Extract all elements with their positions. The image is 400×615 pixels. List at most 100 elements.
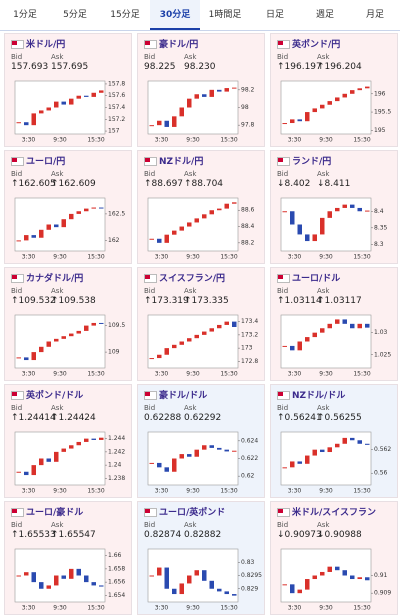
y-tick-label: 1.658 [108,565,125,572]
fx-card[interactable]: カナダドル/円 Bid Ask ↑109.532 ↑109.538 109.5 109 3:3… [4,267,132,381]
candle [69,568,74,579]
tab[interactable]: 日足 [265,10,284,20]
candle [209,328,214,332]
tab[interactable]: 週足 [315,10,334,20]
candle [31,235,36,238]
candle [327,211,332,218]
ask-label: Ask [184,521,197,529]
tab[interactable]: 月足 [365,10,384,20]
candle [209,445,214,448]
y-tick-label: 1.66 [108,552,122,559]
candle [365,323,370,328]
candle [179,226,184,231]
tab[interactable]: 5分足 [63,10,87,20]
candle [46,224,51,230]
candle [335,207,340,212]
candle [187,454,192,457]
flag-mark [145,275,150,279]
y-tick-label: 173.2 [241,331,258,338]
fx-card[interactable]: ランド/円 Bid Ask ↓8.402 ↓8.411 8.4 8.35 8.3 3:30 9:3… [270,150,398,264]
fx-card[interactable]: 英ポンド/ドル Bid Ask ↑1.24414 ↑1.24424 1.244 1.242 1… [4,384,132,498]
ask-value: ↑1.03117 [317,296,362,306]
fx-card[interactable]: ユーロ/円 Bid Ask ↑162.605 ↑162.609 162.5 162 3:30 9… [4,150,132,264]
bid-value: ↑88.697 [144,179,184,189]
mini-chart: 0.91 0.909 3:30 9:30 15:30 [280,548,391,612]
y-tick-label: 0.91 [374,572,388,579]
candle [217,208,222,211]
candle [320,104,325,109]
candle [24,235,29,241]
candle [320,328,325,333]
candle [217,324,222,329]
x-tick-label: 9:30 [186,605,200,612]
candle [305,455,310,464]
pair-name: 米ドル/スイスフラン [292,508,377,518]
fx-card[interactable]: スイスフラン/円 Bid Ask ↑173.319 ↑173.335 173.4 173.2… [137,267,265,381]
ask-label: Ask [184,404,197,412]
flag [11,157,24,166]
candle [194,449,199,457]
flag-mark [278,41,283,45]
tab[interactable]: 1時間足 [208,10,242,20]
fx-card[interactable]: NZドル/円 Bid Ask ↑88.697 ↑88.704 88.6 88.4 88.2 3:… [137,150,265,264]
tab[interactable]: 30分足 [150,0,200,30]
fx-card[interactable]: 米ドル/スイスフラン Bid Ask ↓0.90973 ↓0.90988 0.91 0.90… [270,501,398,615]
y-tick-label: 8.3 [374,241,384,248]
fx-card[interactable]: 英ポンド/円 Bid Ask ↑196.197 ↑196.204 196 195.5 195 3… [270,33,398,147]
pair-name: 英ポンド/ドル [26,391,84,401]
fx-card[interactable]: ユーロ/英ポンド Bid Ask 0.82874 0.82882 0.83 0.8295 0.… [137,501,265,615]
fx-card[interactable]: 豪ドル/円 Bid Ask 98.225 98.230 98.2 98 97.8 3:30 9:3… [137,33,265,147]
y-tick-label: 1.244 [108,435,125,442]
y-tick-label: 157.4 [108,104,125,111]
y-tick-label: 0.83 [241,559,255,566]
candle [61,448,66,452]
y-tick-label: 157 [108,128,120,135]
ask-label: Ask [184,287,197,295]
ask-label: Ask [184,53,197,61]
candle [61,101,66,105]
fx-card[interactable]: 豪ドル/ドル Bid Ask 0.62288 0.62292 0.624 0.622 0.62… [137,384,265,498]
candle [312,234,317,242]
ask-label: Ask [317,404,330,412]
candle [305,112,310,122]
pair-name: 豪ドル/円 [159,40,199,50]
flag [11,274,24,283]
fx-card[interactable]: ユーロ/ドル Bid Ask ↑1.03114 ↑1.03117 1.03 1.025 3:3… [270,267,398,381]
candle [224,321,229,325]
fx-card[interactable]: NZドル/ドル Bid Ask ↑0.56241 ↑0.56255 0.562 0.56 3:… [270,384,398,498]
candle [39,458,44,466]
ask-value: ↑173.335 [184,296,229,306]
tab[interactable]: 15分足 [110,10,140,20]
candle [76,441,81,446]
mini-chart: 98.2 98 97.8 3:30 9:30 15:30 [147,80,255,144]
candle [365,210,370,212]
tab[interactable]: 1分足 [13,10,37,20]
ask-label: Ask [317,521,330,529]
y-tick-label: 1.654 [108,592,125,599]
candle [24,122,29,126]
fx-card[interactable]: 米ドル/円 Bid Ask 157.693 157.695 157.8 157.6 157.4… [4,33,132,147]
x-tick-label: 15:30 [87,605,104,612]
x-tick-label: 9:30 [319,137,333,144]
y-tick-label: 109 [108,349,120,356]
plot-area [147,314,239,369]
bid-label: Bid [11,404,23,412]
fx-card[interactable]: ユーロ/豪ドル Bid Ask ↑1.65533 ↑1.65547 1.66 1.658 1.… [4,501,132,615]
candle [46,458,51,462]
candle [232,321,237,327]
flag-mark [12,158,17,162]
candle [46,585,51,589]
x-tick-label: 15:30 [87,488,104,495]
x-tick-label: 9:30 [53,254,67,261]
mini-chart: 157.8 157.6 157.4 157.2 157 3:30 9:30 15:30 [14,80,125,144]
candle [342,437,347,444]
x-tick-label: 9:30 [53,371,67,378]
candle [69,445,74,449]
candle [224,449,229,452]
candle [157,238,162,243]
candle [76,211,81,214]
bid-label: Bid [144,170,156,178]
candle [84,575,89,583]
candle [335,97,340,102]
flag-mark [12,392,17,396]
